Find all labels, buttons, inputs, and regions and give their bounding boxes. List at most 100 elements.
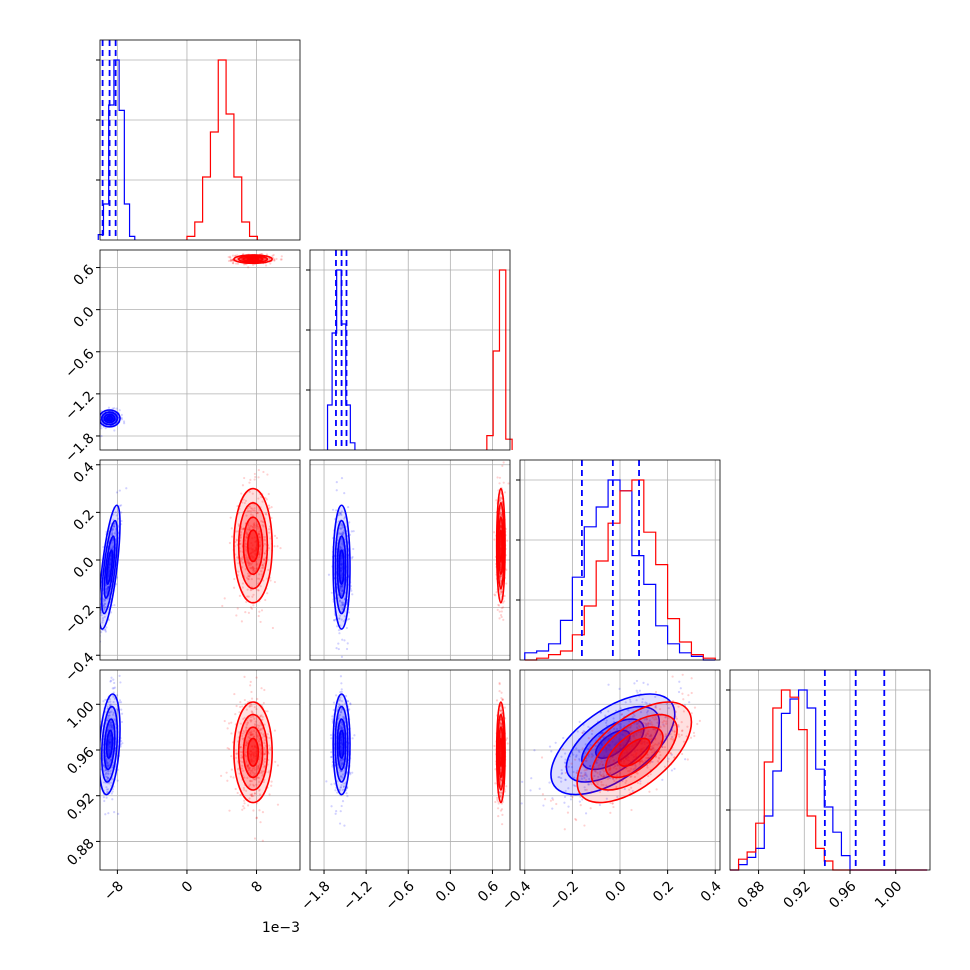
contour-line bbox=[604, 726, 664, 779]
contour-line bbox=[103, 535, 116, 599]
contour-line bbox=[576, 701, 693, 804]
x-tick-label: 0.96 bbox=[826, 878, 859, 911]
contour-line bbox=[105, 729, 114, 759]
panel-frame bbox=[729, 669, 931, 871]
contour-line bbox=[242, 516, 264, 576]
panel-frame bbox=[99, 249, 301, 451]
contour-line bbox=[496, 713, 505, 791]
axis-offset-label: 1e−3 bbox=[262, 920, 300, 936]
x-tick-label: 8 bbox=[249, 878, 267, 896]
contour-line bbox=[100, 409, 121, 428]
scatter-panel-2-1 bbox=[99, 249, 301, 451]
contour-line bbox=[498, 529, 503, 563]
contour-line bbox=[336, 535, 347, 599]
contour-line bbox=[100, 411, 119, 426]
x-tick-label: 0.4 bbox=[698, 878, 725, 905]
y-tick-label: 0.88 bbox=[64, 836, 97, 869]
y-tick-label: 0.2 bbox=[71, 507, 98, 534]
hist-panel-2 bbox=[306, 249, 513, 451]
panel-frame bbox=[309, 249, 511, 451]
x-tick-label: −0.4 bbox=[499, 878, 534, 913]
y-tick-label: 0.96 bbox=[64, 744, 97, 777]
x-tick-label: 0.0 bbox=[603, 878, 630, 905]
y-tick-label: 0.92 bbox=[64, 790, 97, 823]
x-tick-label: 0.92 bbox=[781, 878, 814, 911]
contour-line bbox=[495, 701, 506, 804]
histogram-series_b bbox=[186, 59, 258, 240]
density-contours bbox=[495, 487, 506, 604]
contour-line bbox=[338, 549, 345, 585]
histogram-series_b bbox=[524, 479, 716, 661]
contour-line bbox=[103, 413, 116, 424]
y-tick-label: 0.0 bbox=[71, 304, 98, 331]
contour-line bbox=[246, 257, 260, 262]
panel-frame bbox=[99, 39, 301, 241]
contour-line bbox=[105, 549, 114, 585]
contour-line bbox=[100, 504, 121, 630]
contour-line bbox=[246, 737, 260, 767]
contour-line bbox=[100, 693, 121, 796]
hist-panel-4 bbox=[726, 669, 931, 871]
contour-line bbox=[100, 705, 119, 783]
x-tick-label: 0 bbox=[179, 878, 197, 896]
x-tick-label: −1.2 bbox=[340, 878, 375, 913]
x-tick-label: 0.2 bbox=[650, 878, 677, 905]
scatter-panel-3-1 bbox=[99, 459, 301, 661]
contour-line bbox=[233, 701, 273, 804]
panel-frame bbox=[519, 459, 721, 661]
contour-line bbox=[595, 729, 631, 759]
y-tick-label: −0.4 bbox=[62, 650, 97, 685]
x-tick-label: −8 bbox=[101, 878, 127, 904]
contour-line bbox=[497, 516, 504, 576]
contour-line bbox=[233, 487, 273, 604]
histogram-series_a bbox=[326, 269, 356, 450]
x-tick-label: 0.88 bbox=[735, 878, 768, 911]
density-contours bbox=[100, 409, 121, 428]
scatter-panel-4-2 bbox=[309, 669, 511, 871]
density-contours bbox=[100, 504, 121, 630]
y-tick-label: −1.2 bbox=[62, 388, 97, 423]
y-tick-label: −0.2 bbox=[62, 602, 97, 637]
contour-line bbox=[336, 718, 347, 771]
contour-line bbox=[246, 529, 260, 563]
contour-line bbox=[590, 713, 678, 791]
contour-line bbox=[233, 254, 273, 265]
panel-frame bbox=[309, 669, 511, 871]
scatter-panel-4-3 bbox=[519, 669, 721, 871]
histogram-series_b bbox=[486, 269, 513, 450]
density-contours bbox=[233, 254, 273, 265]
contour-line bbox=[334, 705, 349, 783]
contour-line bbox=[332, 693, 351, 796]
density-contours bbox=[233, 701, 273, 804]
density-contours bbox=[495, 701, 506, 804]
x-tick-label: −0.2 bbox=[547, 878, 582, 913]
panel-frame bbox=[99, 669, 301, 871]
density-contours bbox=[233, 487, 273, 604]
contour-line bbox=[334, 519, 349, 615]
contour-line bbox=[237, 502, 269, 590]
contour-line bbox=[242, 256, 264, 263]
contour-line bbox=[100, 519, 119, 615]
y-tick-label: 0.6 bbox=[71, 262, 98, 289]
hist-panel-3 bbox=[516, 459, 721, 661]
x-tick-label: 0.6 bbox=[475, 878, 502, 905]
contour-line bbox=[103, 718, 116, 771]
density-contours bbox=[332, 693, 351, 796]
contour-line bbox=[332, 504, 351, 630]
contour-line bbox=[497, 726, 504, 779]
contour-line bbox=[242, 726, 264, 779]
contour-line bbox=[617, 737, 651, 767]
panel-frame bbox=[309, 459, 511, 661]
y-tick-label: −1.8 bbox=[62, 430, 97, 465]
contour-line bbox=[338, 729, 345, 759]
y-tick-label: −0.6 bbox=[62, 346, 97, 381]
histogram-series_a bbox=[524, 479, 716, 661]
x-tick-label: 1.00 bbox=[872, 878, 905, 911]
density-contours bbox=[332, 504, 351, 630]
contour-line bbox=[237, 255, 269, 264]
scatter-panel-3-2 bbox=[309, 459, 511, 661]
contour-line bbox=[496, 502, 505, 590]
hist-panel-1 bbox=[96, 39, 301, 241]
contour-line bbox=[498, 737, 503, 767]
x-tick-label: −1.8 bbox=[298, 878, 333, 913]
